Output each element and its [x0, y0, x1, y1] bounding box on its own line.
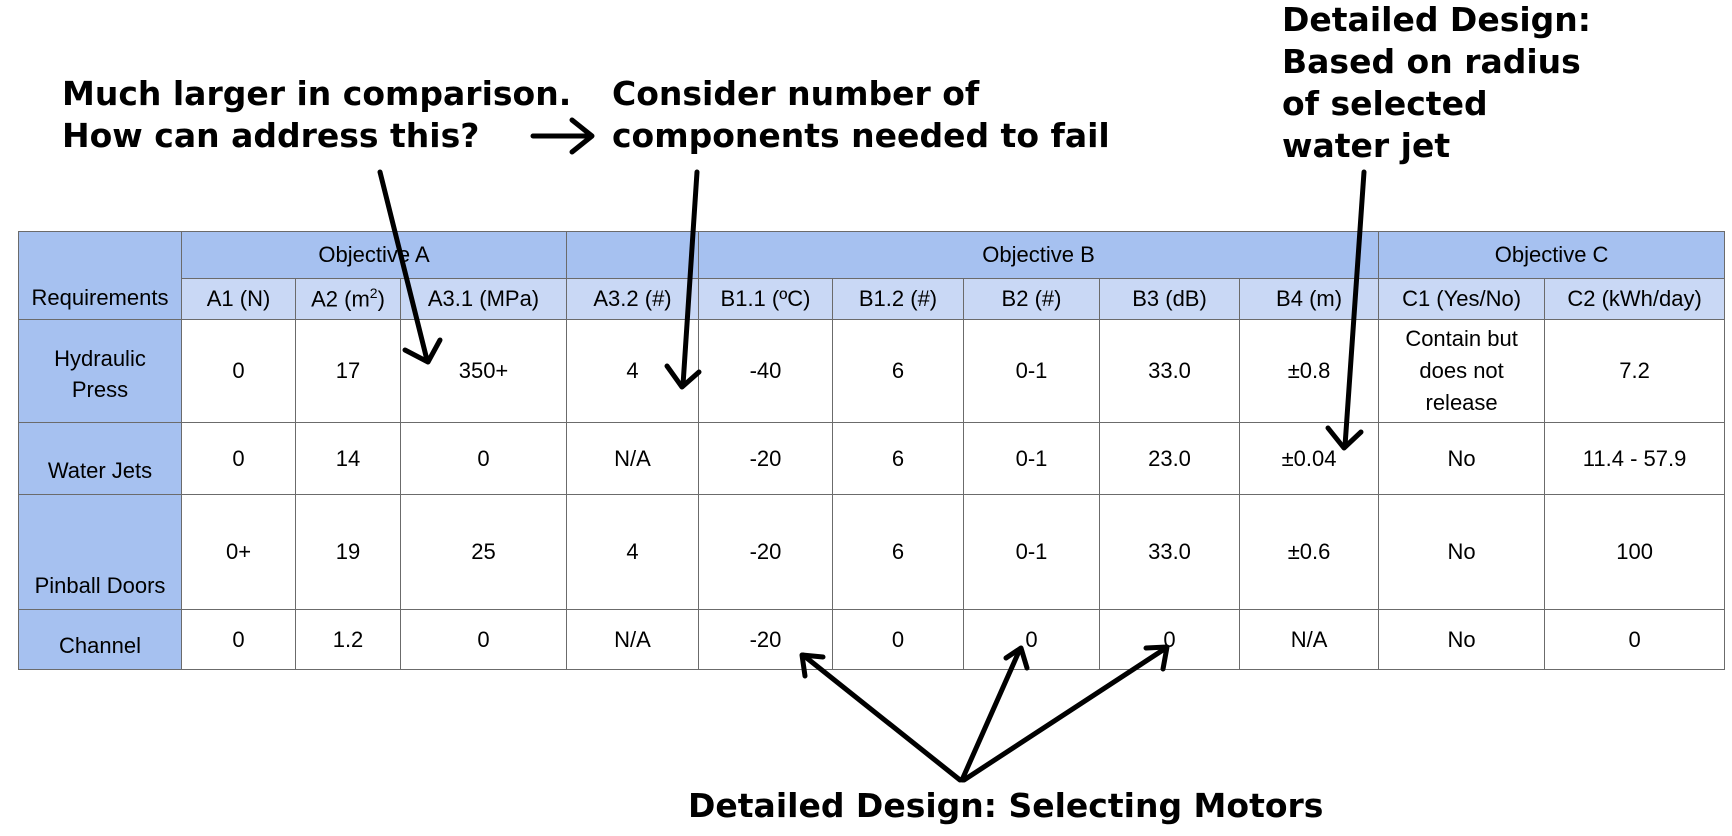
annotation-top-middle: Consider number of components needed to …: [612, 73, 1110, 157]
table-cell: -20: [698, 609, 834, 670]
row-header-line: Press: [71, 377, 129, 402]
table-cell: No: [1378, 494, 1546, 610]
table-cell: No: [1378, 422, 1546, 495]
objective-b-header: Objective B: [698, 231, 1380, 279]
table-cell: 0-1: [963, 494, 1101, 610]
annotation-line: How can address this?: [62, 116, 480, 155]
table-cell: ±0.8: [1239, 319, 1380, 423]
table-row-pinball-doors: Pinball Doors 0+ 19 25 4 -20 6 0-1 33.0 …: [18, 494, 1726, 610]
table-cell: 0-1: [963, 422, 1101, 495]
table-cell: -20: [698, 494, 834, 610]
table-cell: -40: [698, 319, 834, 423]
column-header: B1.2 (#): [832, 278, 965, 320]
annotation-line: Detailed Design: Selecting Motors: [688, 786, 1324, 825]
column-header: C1 (Yes/No): [1378, 278, 1546, 320]
row-header: Water Jets: [18, 422, 182, 495]
table-row-water-jets: Water Jets 0 14 0 N/A -20 6 0-1 23.0 ±0.…: [18, 422, 1726, 495]
table-cell: ±0.6: [1239, 494, 1380, 610]
annotation-bottom: Detailed Design: Selecting Motors: [688, 785, 1323, 827]
column-header: A1 (N): [181, 278, 296, 320]
requirements-label: Requirements: [31, 285, 169, 310]
table-cell: 0: [1544, 609, 1726, 670]
table-cell: 17: [295, 319, 401, 423]
table-cell: 0: [832, 609, 965, 670]
table-cell: 350+: [399, 319, 568, 423]
table-cell: 33.0: [1099, 319, 1241, 423]
column-header: A3.1 (MPa): [399, 278, 568, 320]
table-cell: ±0.04: [1239, 422, 1380, 495]
column-header: B2 (#): [963, 278, 1101, 320]
table-cell: N/A: [1239, 609, 1380, 670]
row-header: Hydraulic Press: [18, 319, 182, 423]
table-cell: N/A: [566, 422, 700, 495]
table-cell: 6: [832, 494, 965, 610]
annotation-line: Based on radius: [1282, 42, 1581, 81]
annotation-line: water jet: [1282, 126, 1451, 165]
objective-a-header: Objective A: [180, 231, 568, 279]
table-cell: 0: [181, 422, 296, 495]
cell-line: release: [1425, 390, 1498, 415]
column-header-row: A1 (N) A2 (m2) A3.1 (MPa) A3.2 (#) B1.1 …: [19, 278, 1726, 320]
objective-a-spacer: [566, 231, 700, 279]
table-cell: -20: [698, 422, 834, 495]
column-header: C2 (kWh/day): [1544, 278, 1726, 320]
arrow-to-b11-icon: [799, 652, 963, 783]
annotation-line: Detailed Design:: [1282, 0, 1591, 39]
table-cell: 7.2: [1544, 319, 1726, 423]
column-header-superscript: 2: [369, 285, 378, 302]
requirements-header-cell: Requirements: [18, 231, 182, 320]
annotation-top-left: Much larger in comparison. How can addre…: [62, 73, 571, 157]
column-header-text: ): [377, 286, 385, 312]
table-cell: 0: [399, 609, 568, 670]
table-cell: 100: [1544, 494, 1726, 610]
cell-line: Contain but: [1405, 326, 1518, 351]
table-cell: 0-1: [963, 319, 1101, 423]
annotation-line: Consider number of: [612, 74, 980, 113]
column-header: A3.2 (#): [566, 278, 700, 320]
table-cell: 11.4 - 57.9: [1544, 422, 1726, 495]
table-cell: 4: [566, 494, 700, 610]
column-header: B3 (dB): [1099, 278, 1241, 320]
row-header: Channel: [18, 609, 182, 670]
table-cell: 0: [399, 422, 568, 495]
objective-c-header: Objective C: [1378, 231, 1726, 279]
table-cell: 19: [295, 494, 401, 610]
table-cell: 6: [832, 319, 965, 423]
table-cell: N/A: [566, 609, 700, 670]
table-cell: 23.0: [1099, 422, 1241, 495]
column-header: B4 (m): [1239, 278, 1380, 320]
requirements-table: Requirements Objective A Objective B Obj…: [18, 231, 1726, 670]
table-cell: 1.2: [295, 609, 401, 670]
table-cell: 0: [1099, 609, 1241, 670]
table-cell: No: [1378, 609, 1546, 670]
row-header: Pinball Doors: [18, 494, 182, 610]
table-cell: 0: [963, 609, 1101, 670]
table-cell: 0: [181, 319, 296, 423]
cell-line: does not: [1419, 358, 1504, 383]
table-cell: 6: [832, 422, 965, 495]
table-cell: Contain but does not release: [1378, 319, 1546, 423]
table-cell: 33.0: [1099, 494, 1241, 610]
table-cell: 0+: [181, 494, 296, 610]
table-row-hydraulic-press: Hydraulic Press 0 17 350+ 4 -40 6 0-1 33…: [18, 319, 1726, 423]
annotation-top-right: Detailed Design: Based on radius of sele…: [1282, 0, 1591, 167]
table-row-channel: Channel 0 1.2 0 N/A -20 0 0 0 N/A No 0: [18, 609, 1726, 670]
column-header: A2 (m2): [295, 278, 401, 320]
annotation-line: of selected: [1282, 84, 1488, 123]
column-header-text: A2 (m: [311, 286, 370, 312]
annotation-line: Much larger in comparison.: [62, 74, 572, 113]
column-header: B1.1 (ºC): [698, 278, 834, 320]
row-header-line: Hydraulic: [54, 346, 146, 371]
table-cell: 14: [295, 422, 401, 495]
table-cell: 4: [566, 319, 700, 423]
objective-header-row: Requirements Objective A Objective B Obj…: [18, 231, 1726, 320]
table-cell: 25: [399, 494, 568, 610]
annotation-line: components needed to fail: [612, 116, 1110, 155]
table-cell: 0: [181, 609, 296, 670]
